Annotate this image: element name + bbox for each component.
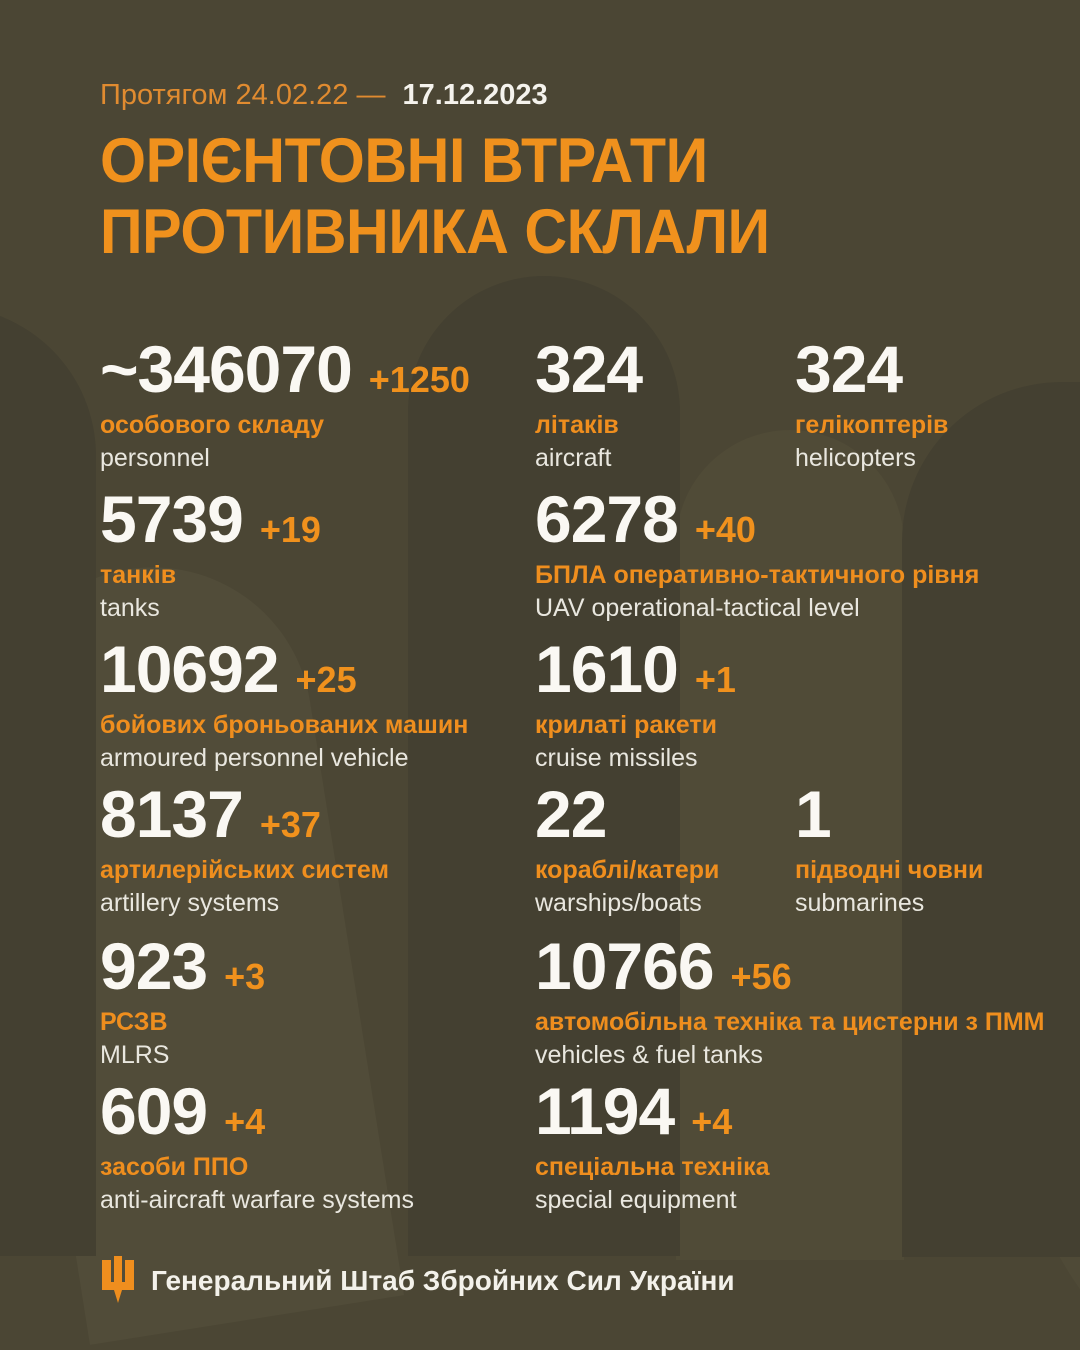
stat-label-en: warships/boats (535, 888, 702, 917)
stat-label-ua: підводні човни (795, 856, 984, 884)
stat-label-en: helicopters (795, 443, 916, 472)
stat-delta: +1250 (368, 359, 470, 400)
stat-mlrs: 923 +3 РСЗВ MLRS (100, 933, 265, 1070)
stat-vehicles-fuel-tanks: 10766 +56 автомобільна техніка та цистерн… (535, 933, 1045, 1070)
report-period: Протягом 24.02.22 — 17.12.2023 (100, 79, 548, 112)
stat-label-ua: літаків (535, 411, 619, 439)
stat-delta: +4 (691, 1101, 733, 1142)
stat-personnel: ~346070 +1250 особового складу personnel (100, 336, 470, 473)
stat-value: 10692 (100, 632, 280, 706)
stat-delta: +1 (694, 659, 736, 700)
stat-label-ua: БПЛА оперативно-тактичного рівня (535, 561, 980, 589)
stat-label-en: aircraft (535, 443, 612, 472)
stat-label-en: cruise missiles (535, 743, 698, 772)
stat-uav: 6278 +40 БПЛА оперативно-тактичного рівня… (535, 486, 979, 623)
stat-value: 609 (100, 1074, 208, 1148)
stat-label-ua: крилаті ракети (535, 711, 717, 739)
stat-label-ua: танків (100, 561, 177, 589)
stat-value: 1610 (535, 632, 679, 706)
stat-value: 1194 (535, 1074, 675, 1148)
stat-delta: +37 (259, 804, 321, 845)
stat-delta: +25 (295, 659, 357, 700)
watermark-light-curve-bottom-right (980, 440, 1080, 1350)
stat-value: 10766 (535, 929, 715, 1003)
stat-label-ua: РСЗВ (100, 1008, 168, 1036)
stat-label-ua: спеціальна техніка (535, 1153, 770, 1181)
stat-label-ua: артилерійських систем (100, 856, 389, 884)
stat-label-en: personnel (100, 443, 210, 472)
stat-label-en: special equipment (535, 1185, 737, 1214)
stat-delta: +4 (224, 1101, 266, 1142)
stat-label-ua: особового складу (100, 411, 325, 439)
stat-delta: +19 (259, 509, 321, 550)
stat-label-en: submarines (795, 888, 925, 917)
stat-label-ua: гелікоптерів (795, 411, 949, 439)
stat-delta: +40 (694, 509, 756, 550)
stat-delta: +3 (224, 956, 266, 997)
stat-value: 22 (535, 777, 607, 851)
stat-helicopters: 324 гелікоптерів helicopters (795, 336, 948, 473)
stat-special-equipment: 1194 +4 спеціальна техніка special equipm… (535, 1078, 770, 1215)
stat-value: 324 (795, 332, 903, 406)
footer: Генеральний Штаб Збройних Сил України (100, 1256, 735, 1306)
stat-label-ua: засоби ППО (100, 1153, 249, 1181)
stat-value: 324 (535, 332, 643, 406)
stat-armoured-vehicles: 10692 +25 бойових броньованих машин armou… (100, 636, 468, 773)
stat-value: 8137 (100, 777, 244, 851)
stat-label-en: armoured personnel vehicle (100, 743, 409, 772)
stat-label-en: UAV operational-tactical level (535, 593, 860, 622)
page-title: ОРІЄНТОВНІ ВТРАТИ ПРОТИВНИКА СКЛАЛИ (100, 126, 812, 267)
page-title-line1: ОРІЄНТОВНІ ВТРАТИ (100, 126, 708, 196)
stat-label-en: anti-aircraft warfare systems (100, 1185, 414, 1214)
tryzub-trident-icon (102, 1256, 134, 1303)
period-end-date: 17.12.2023 (402, 79, 548, 111)
stat-label-en: vehicles & fuel tanks (535, 1040, 763, 1069)
period-range-prefix: Протягом 24.02.22 — (100, 79, 386, 111)
page-title-line2: ПРОТИВНИКА СКЛАЛИ (100, 196, 770, 267)
stat-warships: 22 кораблі/катери warships/boats (535, 781, 719, 918)
stat-value: ~346070 (100, 332, 353, 406)
stat-delta: +56 (730, 956, 792, 997)
stat-aircraft: 324 літаків aircraft (535, 336, 659, 473)
stat-label-en: artillery systems (100, 888, 280, 917)
stat-value: 1 (795, 777, 832, 851)
stat-value: 923 (100, 929, 208, 1003)
stat-cruise-missiles: 1610 +1 крилаті ракети cruise missiles (535, 636, 736, 773)
stat-value: 5739 (100, 482, 244, 556)
stat-anti-aircraft: 609 +4 засоби ППО anti-aircraft warfare s… (100, 1078, 414, 1215)
stat-submarines: 1 підводні човни submarines (795, 781, 983, 918)
stat-artillery: 8137 +37 артилерійських систем artillery … (100, 781, 389, 918)
watermark-trident-left-prong (0, 306, 96, 1256)
stat-tanks: 5739 +19 танків tanks (100, 486, 321, 623)
stat-label-ua: бойових броньованих машин (100, 711, 469, 739)
stat-label-en: MLRS (100, 1040, 170, 1069)
stat-label-ua: кораблі/катери (535, 856, 720, 884)
footer-organization: Генеральний Штаб Збройних Сил України (151, 1265, 735, 1296)
stat-label-en: tanks (100, 593, 160, 622)
stat-label-ua: автомобільна техніка та цистерни з ПММ (535, 1008, 1045, 1036)
stat-value: 6278 (535, 482, 679, 556)
